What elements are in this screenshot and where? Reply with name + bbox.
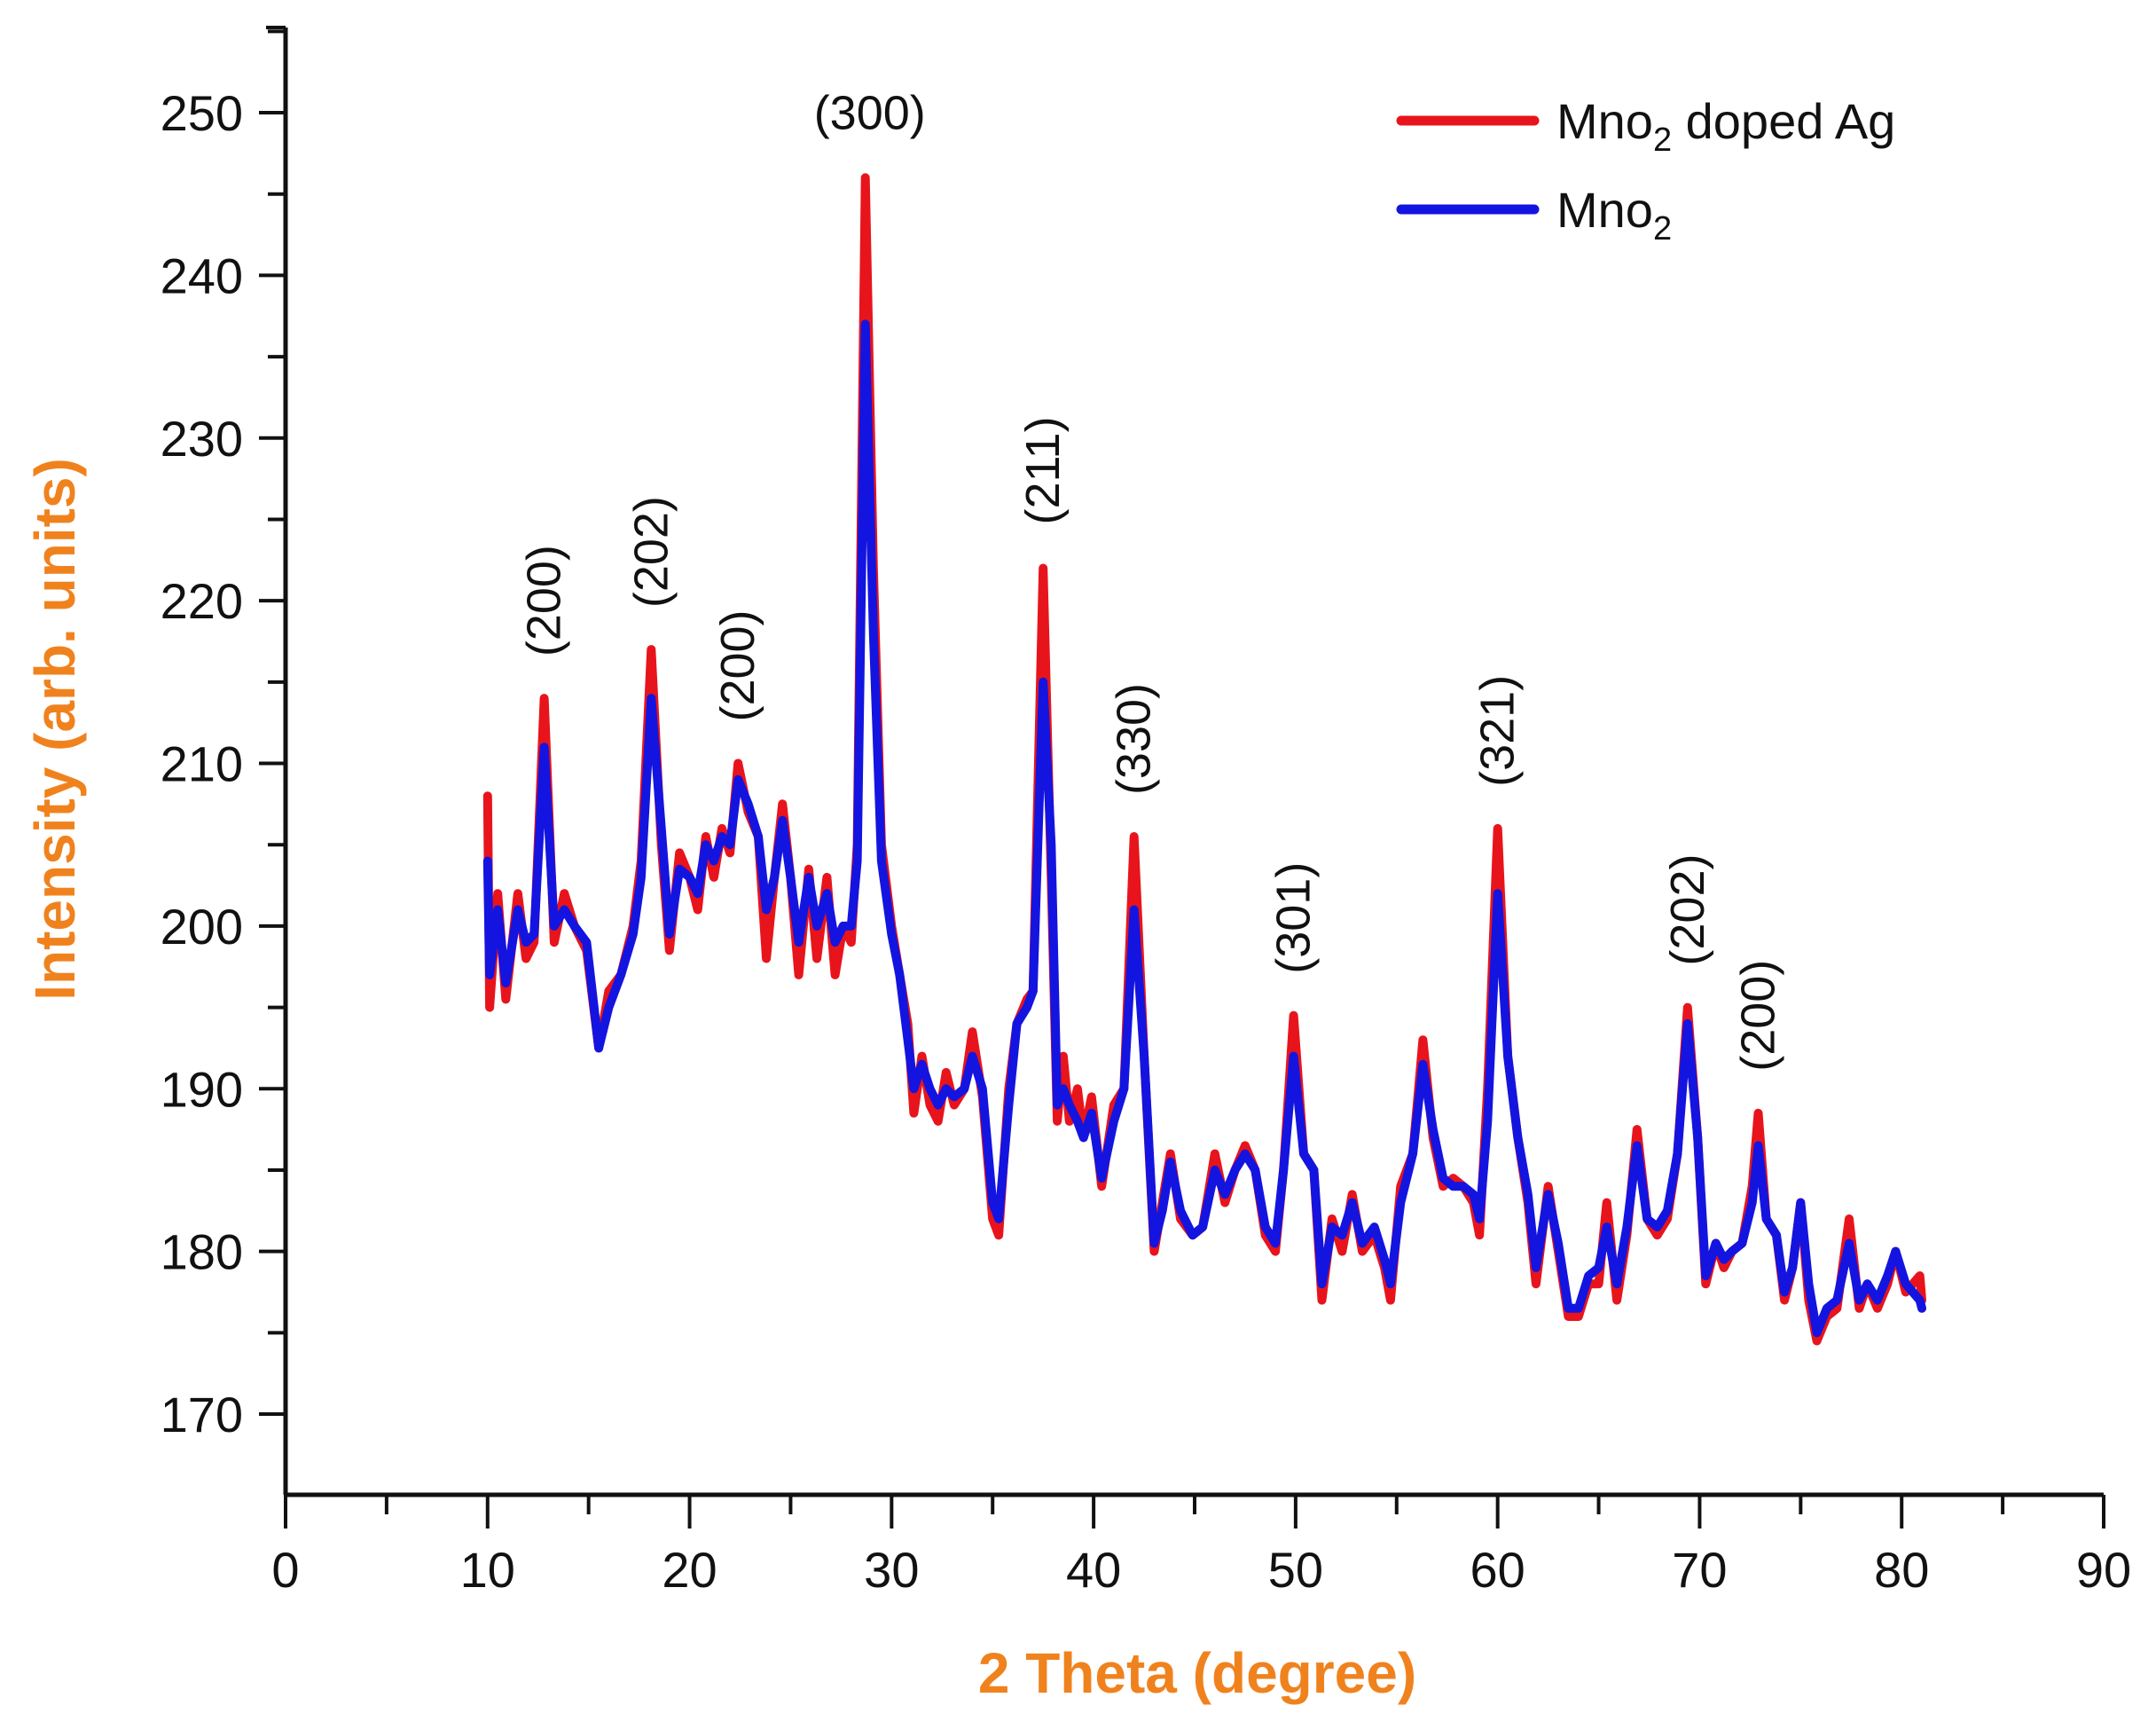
peak-label: (202)	[624, 496, 678, 608]
y-tick-label: 210	[161, 736, 243, 792]
peak-label: (202)	[1661, 854, 1714, 966]
y-tick-label: 190	[161, 1061, 243, 1117]
y-tick-label: 250	[161, 85, 243, 141]
x-tick-label: 30	[864, 1542, 919, 1598]
x-tick-label: 60	[1470, 1542, 1525, 1598]
x-tick-label: 70	[1672, 1542, 1727, 1598]
peak-label: (200)	[1732, 960, 1785, 1072]
peak-label: (300)	[814, 86, 926, 139]
x-tick-label: 90	[2076, 1542, 2131, 1598]
peak-label: (321)	[1471, 675, 1525, 787]
x-tick-label: 0	[271, 1542, 299, 1598]
y-tick-label: 180	[161, 1224, 243, 1280]
x-tick-label: 20	[662, 1542, 717, 1598]
peak-label: (330)	[1108, 683, 1161, 795]
x-tick-label: 10	[460, 1542, 515, 1598]
peak-label: (200)	[711, 609, 764, 721]
legend-label: Mno2 doped Ag	[1556, 93, 1895, 159]
axes: 0 10 20 30 40 50 60 70 80 90 170 180 190 200 210 220 230…	[161, 26, 2131, 1598]
y-tick-label: 200	[161, 899, 243, 955]
y-tick-label: 230	[161, 411, 243, 467]
x-tick-label: 40	[1066, 1542, 1121, 1598]
y-tick-label: 220	[161, 573, 243, 629]
peak-label: (200)	[518, 545, 571, 656]
legend: Mno2 doped Ag Mno2	[1396, 93, 1895, 248]
y-tick-label: 240	[161, 248, 243, 303]
series-group	[482, 173, 1926, 1346]
legend-label: Mno2	[1556, 182, 1672, 248]
peak-annotations: (300) (200) (202) (200) (211) (330) (301) (321)…	[518, 86, 1785, 1071]
peak-label: (211)	[1016, 416, 1070, 524]
series-line-doped	[482, 173, 1926, 1346]
x-axis-title: 2 Theta (degree)	[978, 1641, 1416, 1705]
series-line-pure	[482, 319, 1926, 1338]
y-tick-label: 170	[161, 1387, 243, 1442]
x-tick-label: 50	[1268, 1542, 1323, 1598]
y-axis-title: Intensity (arb. units)	[23, 458, 87, 1001]
peak-label: (301)	[1267, 862, 1321, 974]
x-tick-label: 80	[1874, 1542, 1929, 1598]
